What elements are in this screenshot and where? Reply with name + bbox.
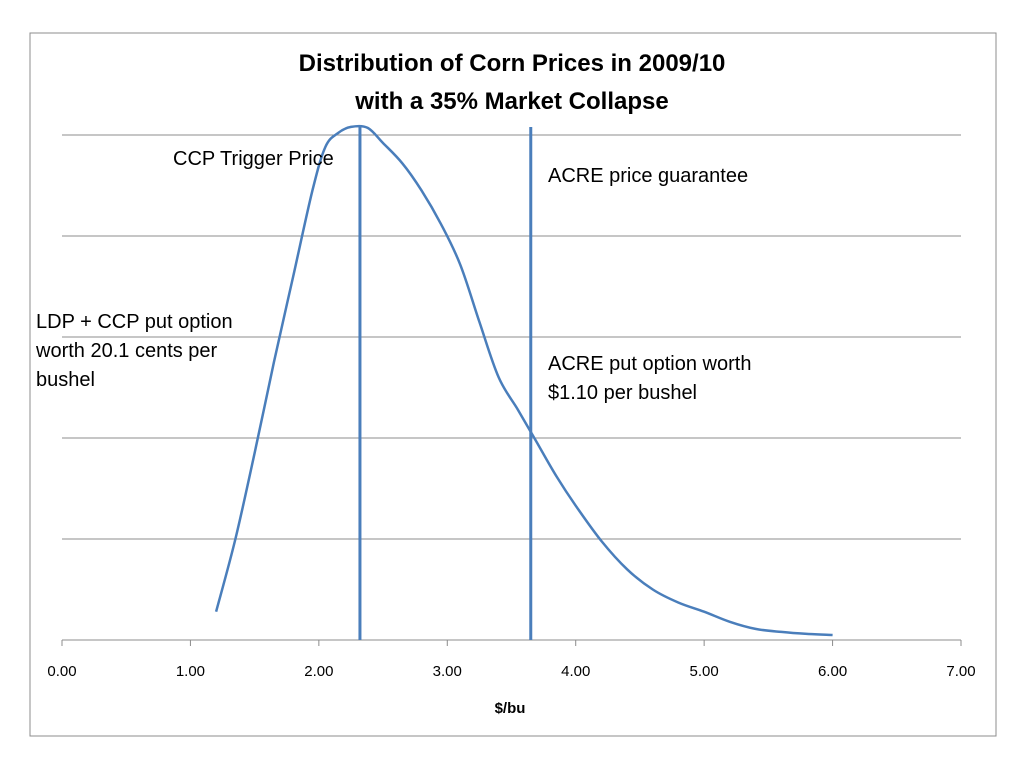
acre-guarantee-label: ACRE price guarantee [548,165,748,187]
ldp-ccp-put-label-line-3: bushel [36,369,95,391]
x-tick-label: 4.00 [561,663,590,680]
x-tick-label: 0.00 [47,663,76,680]
acre-put-label-line-1: ACRE put option worth [548,353,751,375]
ccp-trigger-label: CCP Trigger Price [173,148,334,170]
chart-border [29,32,997,737]
x-axis-title: $/bu [495,700,526,717]
x-tick-label: 5.00 [690,663,719,680]
x-tick-label: 7.00 [946,663,975,680]
x-axis: 0.00 1.00 2.00 3.00 4.00 5.00 6.00 7.00 [47,639,976,680]
x-tick-label: 3.00 [433,663,462,680]
x-tick-label: 2.00 [304,663,333,680]
reference-lines [358,127,533,640]
x-tick-label: 1.00 [176,663,205,680]
acre-put-label-line-2: $1.10 per bushel [548,382,697,404]
chart-title-line-2: with a 35% Market Collapse [354,88,668,115]
chart-title-line-1: Distribution of Corn Prices in 2009/10 [299,50,726,77]
x-tick-label: 6.00 [818,663,847,680]
distribution-curve-1 [214,124,833,637]
series-layer [214,124,833,637]
ldp-ccp-put-label-line-1: LDP + CCP put option [36,311,233,333]
gridlines [62,134,961,540]
ldp-ccp-put-label-line-2: worth 20.1 cents per [35,340,218,362]
